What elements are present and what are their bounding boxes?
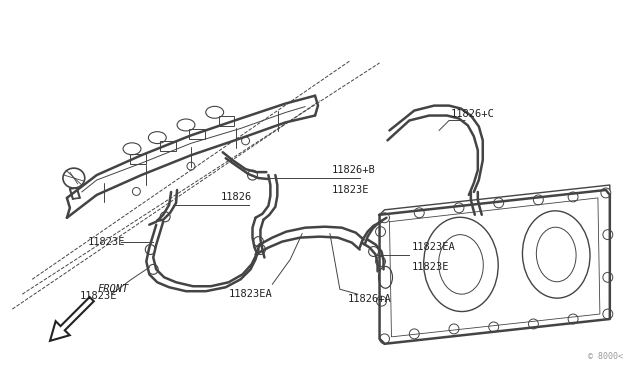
Text: 11826+A: 11826+A	[348, 294, 392, 304]
Text: 11826: 11826	[221, 192, 252, 202]
Bar	[219, 116, 234, 126]
Text: 11826+B: 11826+B	[332, 165, 376, 175]
Text: 11823E: 11823E	[332, 185, 369, 195]
Bar	[131, 154, 147, 164]
Bar	[189, 129, 205, 139]
Text: 11823E: 11823E	[412, 262, 449, 272]
Text: 11823EA: 11823EA	[228, 289, 273, 299]
Text: 11823E: 11823E	[80, 291, 117, 301]
Text: FRONT: FRONT	[98, 284, 129, 294]
Text: © 8000<: © 8000<	[588, 352, 623, 361]
Text: 11823E: 11823E	[88, 237, 125, 247]
Bar	[160, 141, 176, 151]
Text: 11823EA: 11823EA	[412, 243, 455, 253]
Text: 11826+C: 11826+C	[451, 109, 495, 119]
